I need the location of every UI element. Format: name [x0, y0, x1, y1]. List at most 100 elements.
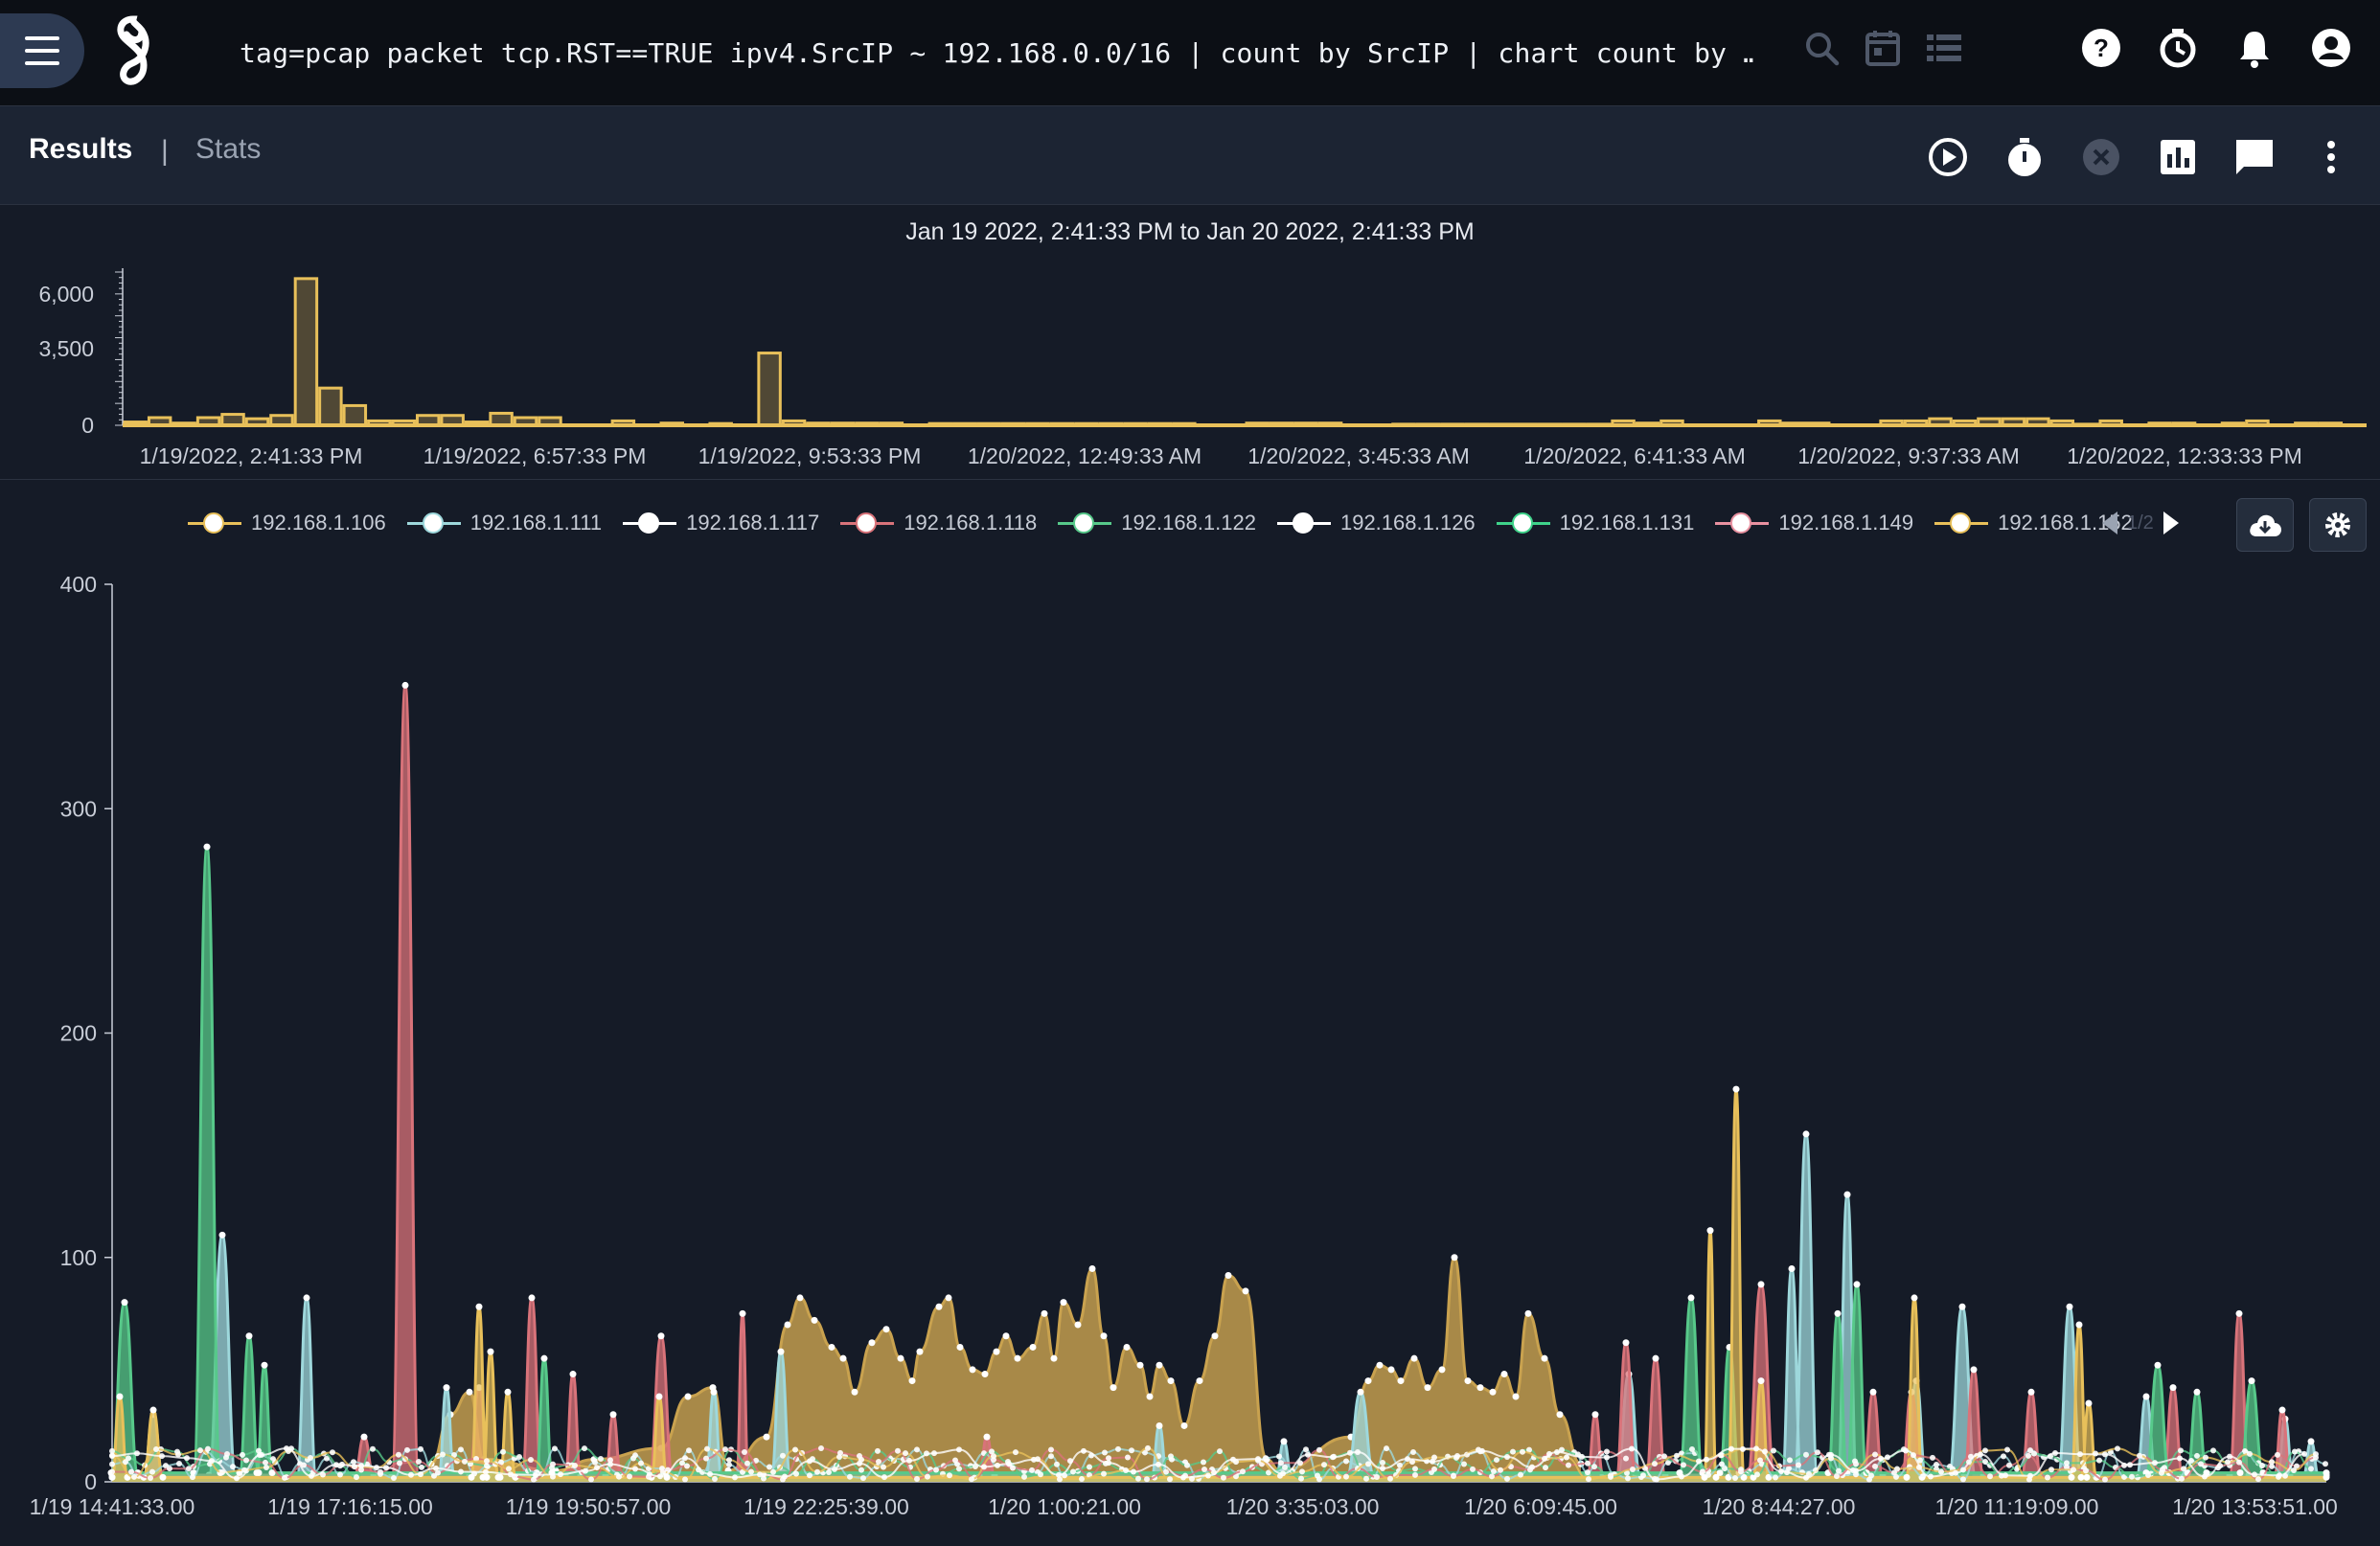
series-noise-point[interactable] [989, 1448, 995, 1455]
series-red-point[interactable] [1970, 1366, 1978, 1374]
next-page-icon[interactable] [2160, 509, 2183, 537]
series-noise-point[interactable] [881, 1474, 887, 1481]
series-noise-point[interactable] [1679, 1473, 1684, 1480]
series-noise-point[interactable] [1221, 1474, 1226, 1481]
series-red-point[interactable] [1591, 1411, 1599, 1419]
series-noise-point[interactable] [1987, 1473, 1993, 1480]
account-icon[interactable] [2309, 26, 2353, 70]
series-noise-point[interactable] [396, 1451, 401, 1458]
series-teal-point[interactable] [2307, 1438, 2315, 1445]
series-noise-point[interactable] [550, 1461, 556, 1467]
series-noise-point[interactable] [354, 1474, 359, 1481]
series-tan-point[interactable] [1541, 1354, 1548, 1362]
series-noise-point[interactable] [1305, 1451, 1311, 1458]
series-green-point[interactable] [203, 843, 211, 851]
series-noise-point[interactable] [1282, 1464, 1288, 1470]
series-gold-point[interactable] [1740, 1473, 1748, 1481]
series-noise-point[interactable] [1180, 1474, 1186, 1481]
series-noise-point[interactable] [126, 1455, 131, 1462]
series-noise-point[interactable] [906, 1457, 912, 1464]
comment-icon[interactable] [2232, 135, 2277, 179]
series-tan-point[interactable] [1376, 1361, 1384, 1369]
series-noise-point[interactable] [2048, 1466, 2054, 1473]
series-noise-point[interactable] [1266, 1469, 1271, 1476]
series-noise-point[interactable] [1520, 1448, 1525, 1455]
series-noise-point[interactable] [1504, 1475, 1510, 1482]
series-gold-point[interactable] [1911, 1294, 1918, 1302]
series-noise-point[interactable] [458, 1468, 464, 1475]
series-tan-point[interactable] [868, 1339, 876, 1347]
series-noise-point[interactable] [2006, 1462, 2012, 1468]
series-noise-point[interactable] [1010, 1465, 1016, 1471]
series-noise-point[interactable] [1167, 1476, 1173, 1483]
series-noise-point[interactable] [770, 1468, 776, 1475]
series-noise-point[interactable] [2002, 1472, 2008, 1479]
series-noise-point[interactable] [704, 1445, 710, 1452]
series-noise-point[interactable] [826, 1469, 832, 1476]
series-noise-point[interactable] [1201, 1459, 1206, 1466]
series-noise-point[interactable] [324, 1455, 330, 1462]
series-noise-point[interactable] [435, 1469, 441, 1476]
series-gold-point[interactable] [159, 1473, 167, 1481]
series-noise-point[interactable] [186, 1466, 192, 1472]
series-noise-point[interactable] [933, 1466, 939, 1473]
series-teal-point[interactable] [777, 1348, 785, 1355]
series-noise-point[interactable] [1640, 1472, 1646, 1479]
series-noise-point[interactable] [308, 1455, 313, 1462]
series-noise-point[interactable] [131, 1473, 137, 1480]
series-green-point[interactable] [268, 1469, 276, 1477]
series-tan-point[interactable] [1476, 1384, 1484, 1392]
series-green-point[interactable] [1687, 1294, 1695, 1302]
series-noise-point[interactable] [1410, 1449, 1416, 1456]
series-noise-point[interactable] [782, 1473, 788, 1480]
series-noise-point[interactable] [2137, 1452, 2142, 1459]
series-noise-point[interactable] [2064, 1464, 2070, 1470]
series-noise-point[interactable] [1299, 1468, 1305, 1475]
series-noise-point[interactable] [1529, 1464, 1535, 1470]
search-icon[interactable] [1799, 26, 1843, 70]
series-noise-point[interactable] [1591, 1464, 1597, 1470]
series-noise-point[interactable] [1853, 1461, 1859, 1467]
series-noise-point[interactable] [259, 1451, 264, 1458]
series-noise-point[interactable] [895, 1447, 901, 1454]
series-tan-point[interactable] [1088, 1264, 1096, 1272]
series-noise-point[interactable] [1803, 1474, 1809, 1481]
series-noise-point[interactable] [2225, 1459, 2231, 1466]
series-noise-point[interactable] [230, 1464, 236, 1470]
series-noise-point[interactable] [2291, 1466, 2297, 1473]
series-noise-point[interactable] [748, 1468, 754, 1475]
series-noise-point[interactable] [1144, 1476, 1150, 1483]
series-red-point[interactable] [2278, 1406, 2286, 1414]
series-noise-point[interactable] [508, 1471, 514, 1478]
series-noise-point[interactable] [991, 1453, 996, 1460]
series-noise-point[interactable] [1722, 1466, 1728, 1472]
series-green-point[interactable] [261, 1361, 268, 1369]
legend-item[interactable]: 192.168.1.126 [1276, 511, 1476, 535]
series-noise-point[interactable] [1566, 1462, 1571, 1468]
series-noise-point[interactable] [638, 1460, 644, 1466]
series-noise-point[interactable] [2145, 1472, 2151, 1479]
series-teal-point[interactable] [1280, 1438, 1288, 1445]
stopwatch-icon[interactable] [2002, 135, 2047, 179]
series-noise-point[interactable] [333, 1462, 339, 1468]
series-noise-point[interactable] [592, 1459, 598, 1466]
series-noise-point[interactable] [256, 1447, 262, 1454]
series-gold-point[interactable] [2077, 1473, 2085, 1481]
series-noise-point[interactable] [914, 1476, 920, 1483]
series-noise-point[interactable] [712, 1475, 718, 1482]
series-noise-point[interactable] [1732, 1474, 1738, 1481]
series-tan-point[interactable] [1410, 1354, 1418, 1362]
series-noise-point[interactable] [1953, 1469, 1958, 1476]
series-noise-point[interactable] [1834, 1473, 1840, 1480]
series-noise-point[interactable] [740, 1468, 745, 1475]
series-noise-point[interactable] [630, 1455, 636, 1462]
series-noise-point[interactable] [1079, 1476, 1085, 1483]
query-text[interactable]: tag=pcap packet tcp.RST==TRUE ipv4.SrcIP… [240, 37, 1753, 69]
series-noise-point[interactable] [588, 1476, 594, 1483]
series-noise-point[interactable] [1661, 1453, 1667, 1460]
series-noise-point[interactable] [1518, 1471, 1523, 1478]
series-red-point[interactable] [657, 1332, 665, 1340]
series-noise-point[interactable] [2027, 1472, 2033, 1479]
series-noise-point[interactable] [2292, 1448, 2298, 1455]
series-noise-point[interactable] [780, 1452, 786, 1459]
